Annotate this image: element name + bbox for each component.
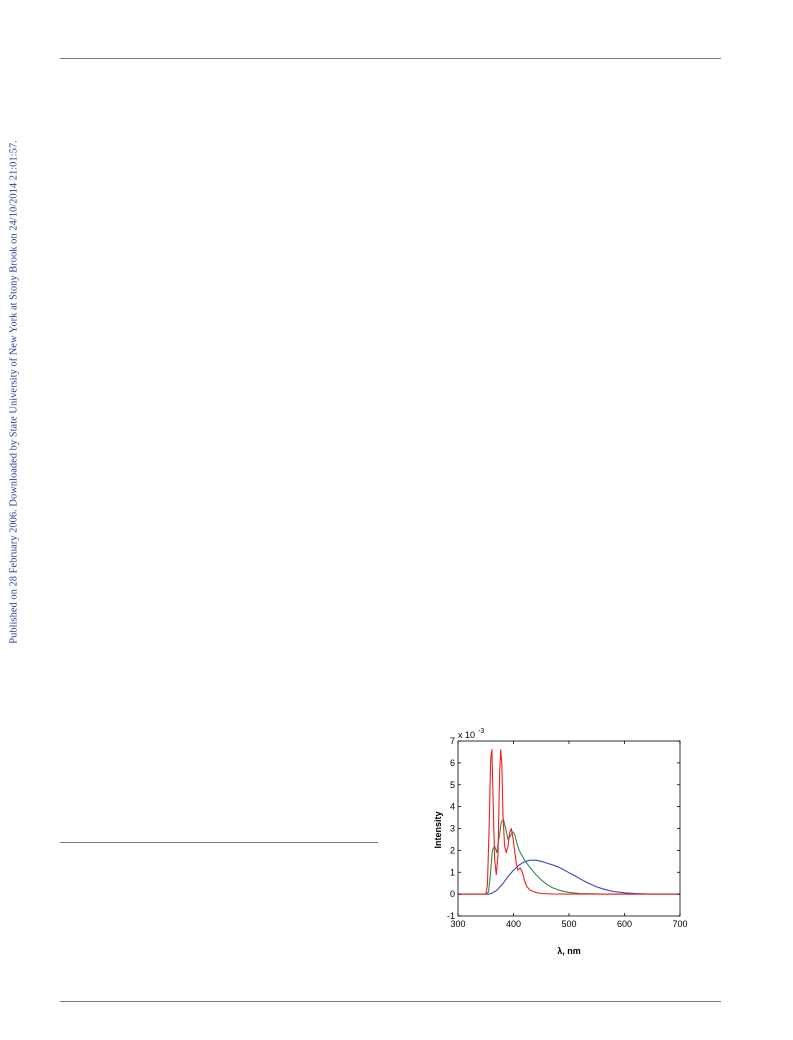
y-multiplier-exponent: -3: [478, 728, 484, 735]
x-tick-label: 500: [561, 919, 576, 929]
plot-area: [457, 740, 681, 917]
y-axis-label: Intensity: [433, 811, 443, 848]
y-tick-label: 2: [450, 845, 455, 855]
top-rule: [60, 58, 721, 59]
x-tick-label: 600: [617, 919, 632, 929]
y-tick-label: 5: [450, 780, 455, 790]
y-tick-label: 7: [450, 736, 455, 746]
y-tick-label: 0: [450, 889, 455, 899]
series-line-1: [458, 859, 680, 895]
y-tick-label: 3: [450, 824, 455, 834]
y-tick-label: -1: [447, 911, 455, 921]
side-note-text: Published on 28 February 2006. Downloade…: [8, 140, 20, 644]
footnote-rule: [60, 842, 378, 843]
y-tick-label: 4: [450, 802, 455, 812]
plot-frame: [457, 740, 681, 917]
x-axis-label: λ, nm: [557, 946, 581, 956]
series-line-3: [458, 749, 680, 895]
bottom-rule: [60, 1001, 721, 1002]
series-layer: [458, 749, 680, 895]
tick-layer: 300 400 500 600 700 -1 0 1 2 3 4 5 6 7: [447, 736, 688, 929]
series-line-2: [458, 819, 680, 895]
x-tick-label: 300: [450, 919, 465, 929]
x-tick-label: 700: [672, 919, 687, 929]
y-tick-label: 6: [450, 758, 455, 768]
y-multiplier-base: x 10: [458, 730, 475, 740]
x-tick-label: 400: [506, 919, 521, 929]
y-tick-label: 1: [450, 867, 455, 877]
